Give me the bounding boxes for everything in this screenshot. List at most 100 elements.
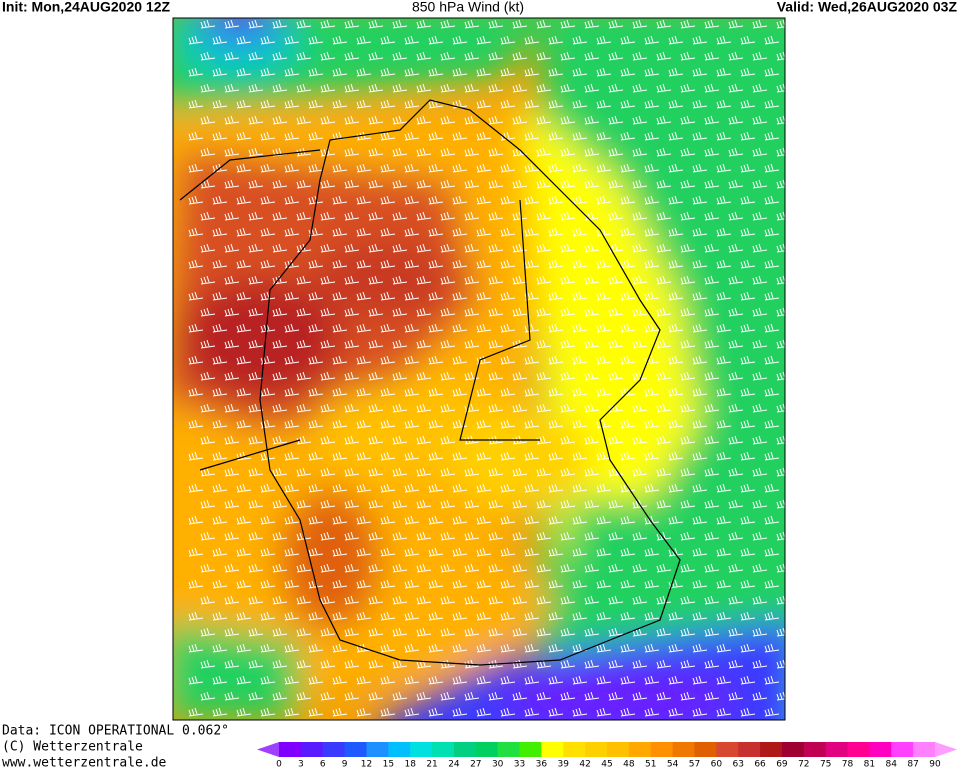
wind-barb — [776, 307, 785, 317]
wind-barb — [200, 659, 216, 669]
wind-barb — [368, 691, 384, 701]
wind-barb — [464, 435, 480, 445]
wind-barb — [608, 403, 624, 413]
wind-barb — [284, 387, 300, 397]
wind-barb — [188, 675, 204, 685]
wind-barb — [668, 291, 684, 301]
wind-barb — [584, 435, 600, 445]
wind-barb — [236, 675, 252, 685]
wind-barb — [728, 275, 744, 285]
wind-barb — [656, 339, 672, 349]
wind-barb — [212, 163, 228, 173]
wind-barb — [752, 467, 768, 477]
colorbar-tick-label: 45 — [601, 760, 612, 770]
wind-barb — [440, 435, 456, 445]
wind-barb — [596, 259, 612, 269]
wind-barb — [500, 259, 516, 269]
wind-barb — [320, 307, 336, 317]
wind-barb — [728, 339, 744, 349]
wind-barb — [188, 707, 204, 717]
wind-barb — [740, 547, 756, 557]
wind-barb — [548, 355, 564, 365]
wind-barb — [740, 451, 756, 461]
wind-barb — [572, 579, 588, 589]
wind-barb — [272, 435, 288, 445]
wind-barb — [464, 531, 480, 541]
wind-barb — [272, 659, 288, 669]
wind-barb — [440, 115, 456, 125]
wind-barb — [200, 147, 216, 157]
wind-barb — [668, 323, 684, 333]
wind-barb — [332, 355, 348, 365]
wind-barb — [476, 451, 492, 461]
wind-barb — [584, 659, 600, 669]
wind-barb — [716, 259, 732, 269]
wind-barb — [728, 403, 744, 413]
wind-barb — [776, 435, 785, 445]
wind-barb — [680, 307, 696, 317]
wind-barb — [308, 419, 324, 429]
wind-barb — [620, 643, 636, 653]
wind-barb — [236, 259, 252, 269]
wind-barb — [596, 483, 612, 493]
colorbar-tick-label: 84 — [886, 760, 898, 770]
wind-barb — [680, 211, 696, 221]
wind-barb — [464, 83, 480, 93]
wind-barb — [524, 131, 540, 141]
wind-barb — [608, 595, 624, 605]
wind-barb — [392, 307, 408, 317]
wind-barb — [776, 275, 785, 285]
wind-barb — [668, 355, 684, 365]
wind-barb — [260, 99, 276, 109]
wind-barb — [644, 291, 660, 301]
colorbar-box — [869, 742, 892, 757]
wind-barb — [404, 99, 420, 109]
wind-barb — [584, 83, 600, 93]
wind-barb — [728, 627, 744, 637]
wind-barb — [440, 83, 456, 93]
wind-barb — [428, 99, 444, 109]
wind-barb — [236, 707, 252, 717]
wind-barb — [344, 51, 360, 61]
wind-barb — [644, 323, 660, 333]
wind-barb — [476, 643, 492, 653]
wind-barb — [608, 371, 624, 381]
wind-barb — [404, 419, 420, 429]
wind-barb — [560, 467, 576, 477]
wind-barb — [476, 131, 492, 141]
wind-barb — [272, 243, 288, 253]
wind-barb — [668, 387, 684, 397]
wind-barb — [572, 387, 588, 397]
wind-barb — [200, 243, 216, 253]
wind-barb — [740, 515, 756, 525]
wind-barb — [428, 643, 444, 653]
wind-barb — [308, 515, 324, 525]
colorbar-box — [628, 742, 652, 757]
wind-barb — [524, 291, 540, 301]
wind-barb — [536, 275, 552, 285]
wind-barb — [464, 403, 480, 413]
colorbar-box — [432, 742, 455, 757]
wind-barb — [476, 419, 492, 429]
wind-barb — [668, 419, 684, 429]
wind-barb — [644, 99, 660, 109]
wind-barb — [704, 275, 720, 285]
wind-barb — [368, 339, 384, 349]
wind-barb — [740, 355, 756, 365]
wind-barb — [536, 83, 552, 93]
wind-barb — [632, 563, 648, 573]
wind-barb — [236, 227, 252, 237]
wind-barb — [380, 227, 396, 237]
wind-barb — [332, 643, 348, 653]
wind-barb — [680, 83, 696, 93]
wind-barb — [500, 419, 516, 429]
wind-barb — [488, 627, 504, 637]
wind-barb — [356, 515, 372, 525]
wind-barb — [692, 259, 708, 269]
wind-barb — [536, 147, 552, 157]
copyright: (C) Wetterzentrale — [2, 740, 143, 755]
wind-barb — [188, 131, 204, 141]
wind-barb — [296, 243, 312, 253]
colorbar-tick-label: 15 — [383, 760, 394, 770]
wind-barb — [404, 195, 420, 205]
